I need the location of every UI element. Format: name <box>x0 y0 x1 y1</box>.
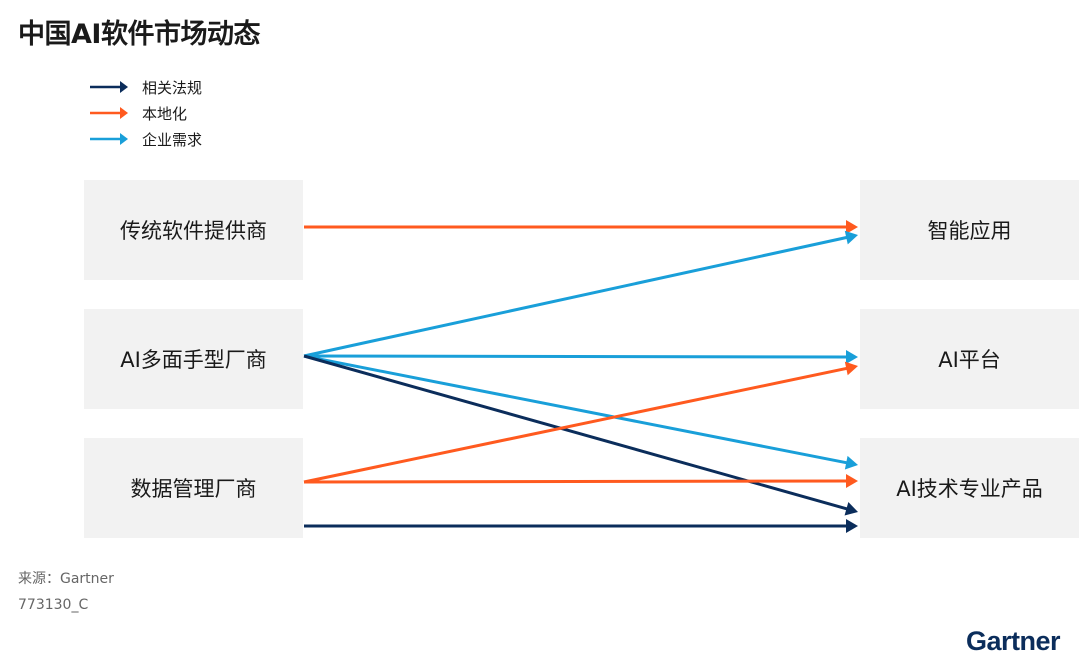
arrow-localization <box>303 361 858 484</box>
arrow-icon <box>90 133 128 145</box>
legend-item-demand: 企业需求 <box>90 126 202 152</box>
legend-label: 相关法规 <box>142 78 203 97</box>
legend-label: 本地化 <box>142 104 188 123</box>
legend-label: 企业需求 <box>142 130 203 149</box>
target-box-intelligent-apps: 智能应用 <box>860 180 1079 280</box>
arrow-regulation <box>303 354 858 516</box>
legend-item-localization: 本地化 <box>90 100 202 126</box>
arrow-demand <box>303 230 858 358</box>
source-box-generalist: AI多面手型厂商 <box>84 309 303 409</box>
figure-code: 773130_C <box>18 597 89 613</box>
arrow-icon <box>90 81 128 93</box>
arrow-icon <box>90 107 128 119</box>
arrow-demand <box>303 349 858 364</box>
gartner-logo: Gartner <box>965 626 1061 656</box>
legend: 相关法规 本地化 企业需求 <box>90 74 202 152</box>
source-note: 来源：Gartner <box>18 571 114 587</box>
arrow-localization <box>303 474 858 489</box>
legend-item-regulation: 相关法规 <box>90 74 202 100</box>
source-box-data-management: 数据管理厂商 <box>84 438 303 538</box>
arrow-regulation <box>304 519 858 533</box>
page-title: 中国AI软件市场动态 <box>18 19 260 50</box>
arrow-localization <box>304 220 858 234</box>
target-box-ai-specialized: AI技术专业产品 <box>860 438 1079 538</box>
arrow-demand <box>303 354 858 470</box>
target-box-ai-platform: AI平台 <box>860 309 1079 409</box>
source-box-traditional: 传统软件提供商 <box>84 180 303 280</box>
